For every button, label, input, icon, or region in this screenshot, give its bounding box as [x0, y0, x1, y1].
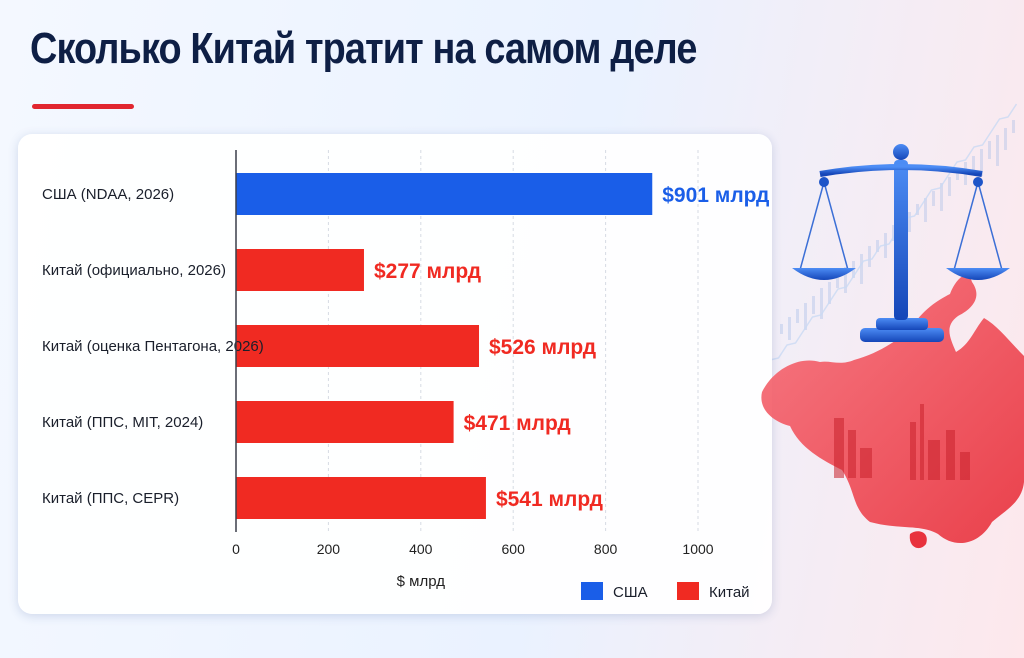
category-label-2: Китай (оценка Пентагона, 2026): [42, 338, 264, 355]
bar-3: [236, 401, 454, 443]
bar-1: [236, 249, 364, 291]
category-labels: США (NDAA, 2026) Китай (официально, 2026)…: [42, 186, 264, 507]
legend-swatch-0: [581, 582, 603, 600]
category-label-0: США (NDAA, 2026): [42, 186, 174, 203]
value-labels: $901 млрд $277 млрд $526 млрд $471 млрд $541…: [374, 184, 769, 511]
legend-label-0: США: [613, 584, 648, 601]
page-title: Сколько Китай тратит на самом деле: [30, 24, 697, 73]
legend-swatch-1: [677, 582, 699, 600]
title-underline: [32, 104, 134, 109]
x-tick-label-1: 200: [317, 541, 341, 557]
legend: США Китай: [581, 582, 750, 601]
value-label-3: $471 млрд: [464, 412, 571, 435]
x-tick-label-5: 1000: [682, 541, 713, 557]
chart-card: США (NDAA, 2026) Китай (официально, 2026)…: [18, 134, 772, 614]
value-label-2: $526 млрд: [489, 336, 596, 359]
value-label-1: $277 млрд: [374, 260, 481, 283]
x-tick-label-3: 600: [502, 541, 526, 557]
city-skyline-icon: [834, 404, 970, 480]
category-label-3: Китай (ППС, MIT, 2024): [42, 414, 203, 431]
value-label-4: $541 млрд: [496, 488, 603, 511]
x-tick-labels: 0 200 400 600 800 1000: [232, 541, 714, 557]
category-label-4: Китай (ППС, CEPR): [42, 490, 179, 507]
x-tick-label-4: 800: [594, 541, 618, 557]
gridlines: [327, 150, 699, 532]
x-tick-label-2: 400: [409, 541, 433, 557]
china-map-icon: [761, 275, 1024, 549]
bar-2: [236, 325, 480, 367]
x-axis-label: $ млрд: [397, 573, 446, 590]
legend-label-1: Китай: [709, 584, 750, 601]
value-label-0: $901 млрд: [662, 184, 769, 207]
category-label-1: Китай (официально, 2026): [42, 262, 226, 279]
bar-0: [236, 173, 653, 215]
bar-chart: США (NDAA, 2026) Китай (официально, 2026)…: [42, 150, 769, 601]
bars: [236, 173, 653, 519]
scales-and-map-illustration: [761, 144, 1024, 549]
bar-4: [236, 477, 486, 519]
balance-scale-icon: [792, 144, 1010, 342]
x-tick-label-0: 0: [232, 541, 240, 557]
